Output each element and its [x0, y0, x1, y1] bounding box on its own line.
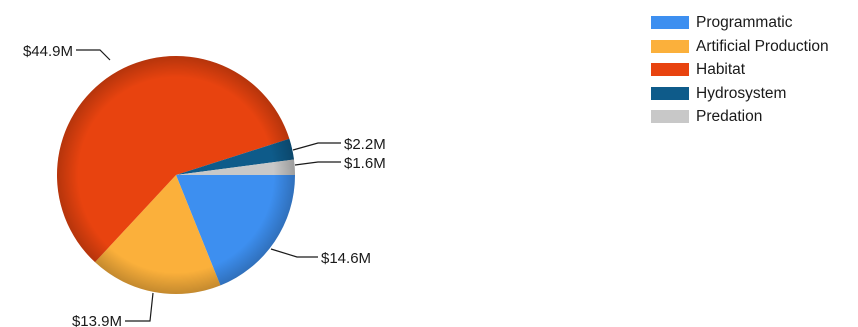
- pie-callouts: $14.6M $13.9M $44.9M $2.2M $1.6M: [23, 43, 386, 327]
- legend-swatch: [651, 16, 689, 30]
- legend-swatch: [651, 86, 689, 100]
- data-label-habitat: $44.9M: [23, 43, 73, 60]
- legend-item-predation: Predation: [651, 105, 829, 129]
- data-label-artificial-production: $13.9M: [72, 313, 122, 327]
- legend-label: Hydrosystem: [696, 84, 787, 102]
- leader-line-artificial-production: [125, 292, 154, 322]
- legend-item-habitat: Habitat: [651, 58, 829, 82]
- data-label-programmatic: $14.6M: [321, 250, 371, 267]
- legend-swatch: [651, 110, 689, 124]
- legend-label: Predation: [696, 108, 763, 125]
- leader-line-programmatic: [270, 248, 318, 258]
- leader-line-hydrosystem: [292, 142, 341, 151]
- data-label-predation: $1.6M: [344, 155, 386, 172]
- legend-item-artificial-production: Artificial Production: [651, 35, 829, 59]
- legend-label: Artificial Production: [696, 37, 829, 55]
- pie-slices: [56, 55, 295, 295]
- legend-swatch: [651, 63, 689, 77]
- legend-label: Programmatic: [696, 14, 793, 31]
- legend-label: Habitat: [696, 61, 746, 78]
- leader-line-habitat: [76, 49, 111, 61]
- legend-swatch: [651, 39, 689, 53]
- data-label-hydrosystem: $2.2M: [344, 136, 386, 153]
- leader-line-predation: [294, 161, 341, 166]
- legend-item-programmatic: Programmatic: [651, 11, 829, 35]
- legend: Programmatic Artificial Production Habitat…: [651, 11, 829, 129]
- legend-item-hydrosystem: Hydrosystem: [651, 82, 829, 106]
